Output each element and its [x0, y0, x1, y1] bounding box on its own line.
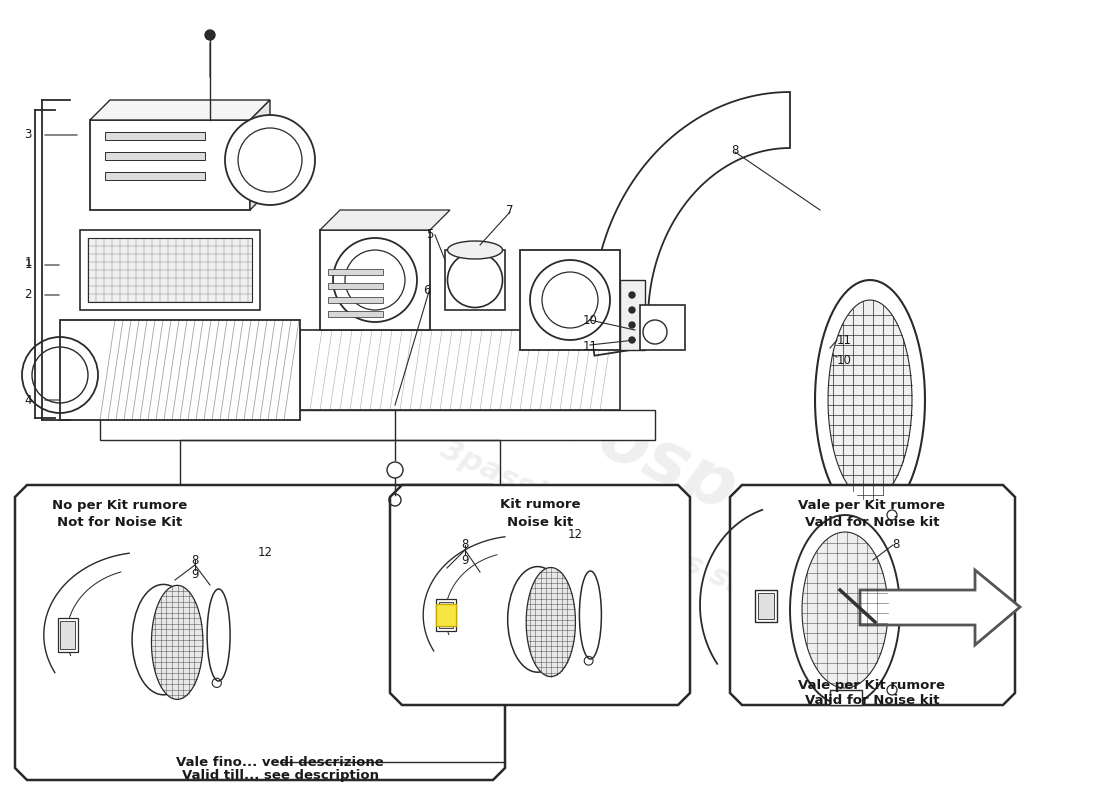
Text: Noise kit: Noise kit	[507, 515, 573, 529]
Text: 11: 11	[583, 341, 597, 354]
Polygon shape	[815, 280, 925, 520]
Bar	[328, 297, 383, 303]
Bar	[437, 599, 455, 631]
Bar	[437, 605, 455, 626]
Bar	[104, 132, 205, 140]
Bar	[328, 311, 383, 317]
Text: 4: 4	[24, 394, 32, 406]
Text: 3: 3	[24, 129, 32, 142]
Text: 8: 8	[461, 538, 469, 551]
Text: 8: 8	[732, 143, 739, 157]
Bar	[755, 590, 777, 622]
Text: Vale per Kit rumore: Vale per Kit rumore	[799, 678, 946, 691]
Text: 9: 9	[461, 554, 469, 566]
Text: 8: 8	[191, 554, 199, 566]
Text: 11: 11	[837, 334, 852, 346]
Ellipse shape	[448, 241, 503, 259]
Bar	[57, 618, 78, 651]
Bar	[104, 152, 205, 160]
Polygon shape	[15, 485, 505, 780]
Polygon shape	[790, 515, 900, 705]
Bar	[100, 410, 654, 440]
Text: 6: 6	[424, 283, 431, 297]
Bar	[520, 250, 620, 350]
Circle shape	[629, 307, 635, 313]
Text: No per Kit rumore: No per Kit rumore	[53, 498, 188, 511]
Bar	[328, 269, 383, 275]
Text: 7: 7	[506, 203, 514, 217]
Text: Valid for Noise kit: Valid for Noise kit	[805, 515, 939, 529]
Text: 10: 10	[583, 314, 597, 326]
Bar	[328, 283, 383, 289]
Text: Not for Noise Kit: Not for Noise Kit	[57, 515, 183, 529]
Bar	[845, 495, 895, 515]
Polygon shape	[320, 210, 450, 230]
Text: 2: 2	[24, 289, 32, 302]
Text: 1: 1	[24, 258, 32, 271]
Text: 1: 1	[24, 257, 32, 270]
Polygon shape	[90, 100, 270, 120]
Text: 3passion    parts since 1985: 3passion parts since 1985	[436, 435, 884, 665]
Bar	[620, 280, 645, 350]
Circle shape	[226, 115, 315, 205]
Polygon shape	[390, 485, 690, 705]
Polygon shape	[860, 570, 1020, 645]
Bar	[300, 330, 620, 410]
Bar	[830, 690, 862, 705]
Text: Vale fino... vedi descrizione: Vale fino... vedi descrizione	[176, 755, 384, 769]
Text: Kit rumore: Kit rumore	[499, 498, 581, 511]
Bar	[90, 120, 250, 210]
Circle shape	[629, 322, 635, 328]
Polygon shape	[828, 300, 912, 500]
Text: eurosports: eurosports	[464, 345, 895, 595]
Polygon shape	[802, 532, 888, 688]
Text: Valid for Noise kit: Valid for Noise kit	[805, 694, 939, 706]
Polygon shape	[152, 586, 204, 699]
Circle shape	[629, 337, 635, 343]
Text: Vale per Kit rumore: Vale per Kit rumore	[799, 498, 946, 511]
Circle shape	[205, 30, 214, 40]
Bar	[60, 621, 75, 649]
Bar	[758, 593, 774, 619]
Text: 5: 5	[427, 229, 433, 242]
Bar	[60, 320, 300, 420]
Text: 12: 12	[257, 546, 273, 558]
Polygon shape	[592, 92, 790, 356]
Circle shape	[629, 292, 635, 298]
Bar	[104, 172, 205, 180]
Polygon shape	[526, 567, 575, 677]
Bar	[320, 230, 430, 330]
Text: Valid till... see description: Valid till... see description	[182, 770, 378, 782]
Bar	[250, 520, 460, 600]
Polygon shape	[250, 100, 270, 210]
Text: 12: 12	[568, 529, 583, 542]
Bar	[446, 250, 505, 310]
Bar	[439, 602, 453, 628]
Polygon shape	[730, 485, 1015, 705]
Text: 9: 9	[191, 569, 199, 582]
Text: 10: 10	[837, 354, 851, 366]
Bar	[80, 230, 260, 310]
Bar	[230, 520, 480, 600]
Text: 8: 8	[892, 538, 900, 551]
Bar	[640, 305, 685, 350]
Bar	[88, 238, 252, 302]
